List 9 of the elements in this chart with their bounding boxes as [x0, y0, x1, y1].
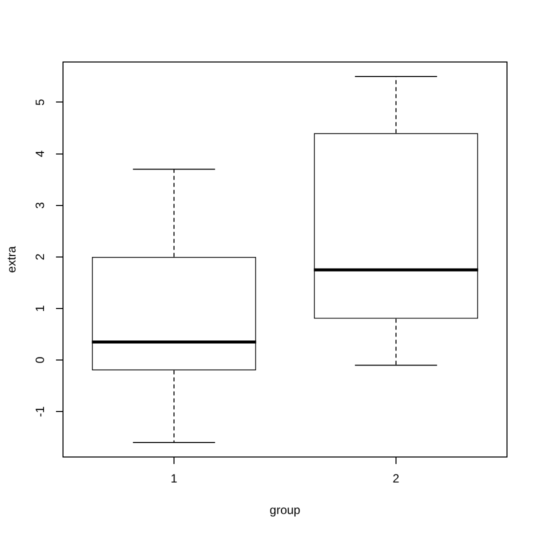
y-tick-label: -1	[32, 406, 47, 417]
y-tick-label: 2	[32, 253, 47, 260]
y-tick-label: 1	[32, 304, 47, 312]
y-tick-label: 5	[32, 98, 47, 106]
x-axis-title: group	[270, 503, 301, 518]
y-tick-label: 4	[32, 150, 47, 158]
y-tick-label: 0	[32, 356, 47, 364]
y-axis-title: extra	[4, 246, 19, 273]
y-tick-label: 3	[32, 202, 47, 209]
